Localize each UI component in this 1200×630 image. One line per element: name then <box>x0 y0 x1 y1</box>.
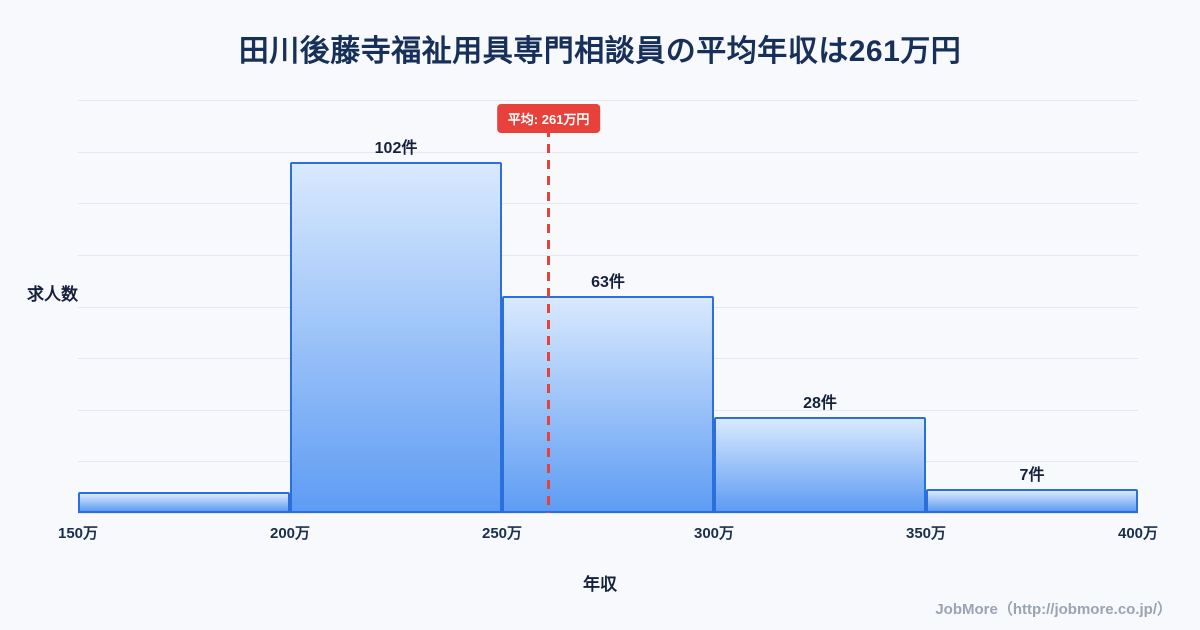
bar-count-label: 28件 <box>803 394 837 412</box>
x-tick-label: 300万 <box>693 525 735 542</box>
y-axis-label: 求人数 <box>27 285 78 304</box>
grid-line <box>78 203 1138 205</box>
grid-line <box>78 254 1138 256</box>
average-line <box>547 112 551 513</box>
x-tick-label: 250万 <box>481 525 523 542</box>
histogram-bar <box>926 488 1138 513</box>
x-axis-label: 年収 <box>583 575 617 594</box>
x-tick-label: 350万 <box>905 525 947 542</box>
histogram-bar <box>714 416 926 513</box>
histogram-bar <box>502 296 714 513</box>
bar-count-label: 7件 <box>1019 466 1045 484</box>
bar-count-label: 63件 <box>591 274 625 292</box>
chart-title: 田川後藤寺福祉用具専門相談員の平均年収は261万円 <box>238 35 962 68</box>
grid-line <box>78 151 1138 153</box>
x-tick-label: 200万 <box>269 525 311 542</box>
x-tick-label: 150万 <box>57 525 99 542</box>
histogram-bar <box>78 492 290 513</box>
grid-line <box>78 100 1138 101</box>
histogram-bar <box>290 161 502 513</box>
average-badge: 平均: 261万円 <box>496 104 601 133</box>
bar-count-label: 102件 <box>374 139 418 157</box>
grid-line <box>78 513 1138 514</box>
x-tick-label: 400万 <box>1117 525 1159 542</box>
footer-credit: JobMore（http://jobmore.co.jp/） <box>935 601 1172 618</box>
